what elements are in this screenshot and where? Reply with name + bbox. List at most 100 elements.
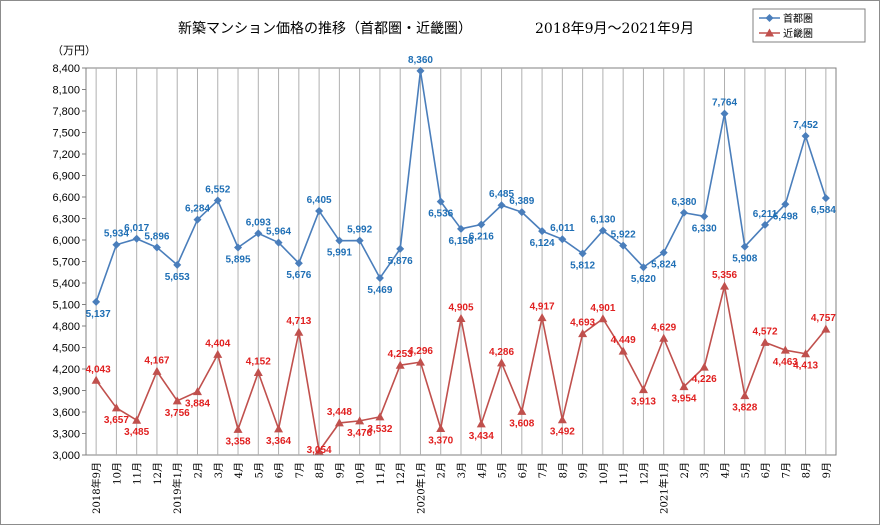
x-tick-label: 3月 [456, 462, 468, 478]
x-axis-ticks: 2018年9月 10月 11月 12月 2019年1月 2月 3月 4月 5月 6月 7月 8月 9月 1… [90, 462, 833, 514]
data-label-shutoken: 5,653 [165, 272, 190, 283]
x-tick-label: 10月 [111, 462, 123, 485]
data-point-kinki [578, 329, 588, 338]
y-tick-label: 7,200 [52, 149, 80, 161]
data-point-shutoken [234, 243, 243, 252]
data-point-kinki [213, 349, 223, 358]
data-point-kinki [294, 327, 304, 336]
x-tick-label: 6月 [760, 462, 772, 478]
data-label-kinki: 3,828 [732, 403, 757, 414]
legend-triangle-icon [765, 28, 774, 37]
data-label-shutoken: 5,991 [327, 248, 352, 259]
data-point-kinki [557, 415, 567, 424]
data-label-shutoken: 6,216 [469, 232, 494, 243]
data-label-shutoken: 6,389 [509, 196, 534, 207]
data-label-kinki: 4,905 [448, 302, 473, 313]
data-point-kinki [517, 406, 527, 415]
data-point-kinki [618, 346, 628, 355]
data-label-kinki: 4,226 [692, 374, 717, 385]
data-label-shutoken: 7,452 [793, 120, 818, 131]
data-point-kinki [699, 362, 709, 371]
x-tick-label: 2月 [679, 462, 691, 478]
data-point-kinki [497, 358, 507, 367]
data-label-shutoken: 6,380 [671, 197, 696, 208]
data-point-shutoken [659, 248, 668, 257]
x-tick-label: 7月 [780, 462, 792, 478]
data-label-kinki: 3,756 [165, 408, 190, 419]
legend-label-kinki: 近畿圏 [783, 27, 813, 40]
x-tick-label: 4月 [720, 462, 732, 478]
data-point-shutoken [558, 235, 567, 244]
data-point-kinki [132, 415, 142, 424]
data-point-kinki [334, 418, 344, 427]
y-tick-label: 3,300 [52, 429, 80, 441]
x-tick-label: 4月 [476, 462, 488, 478]
data-label-kinki: 3,913 [631, 397, 656, 408]
data-point-shutoken [497, 201, 506, 210]
data-point-shutoken [92, 297, 101, 306]
data-point-kinki [598, 314, 608, 323]
y-tick-label: 6,000 [52, 235, 80, 247]
data-point-kinki [355, 416, 365, 425]
y-tick-label: 3,900 [52, 386, 80, 398]
data-label-shutoken: 6,093 [246, 217, 271, 228]
data-point-kinki [274, 424, 284, 433]
data-label-kinki: 4,043 [86, 364, 111, 375]
data-label-shutoken: 6,536 [428, 209, 453, 220]
data-label-shutoken: 6,330 [692, 223, 717, 234]
data-label-kinki: 4,167 [144, 355, 169, 366]
data-point-kinki [436, 423, 446, 432]
data-label-shutoken: 6,584 [811, 205, 836, 216]
data-label-kinki: 4,917 [530, 302, 555, 313]
data-label-shutoken: 6,211 [753, 209, 778, 220]
chart-title: 新築マンション価格の推移（首都圏・近畿圏） [178, 21, 472, 37]
x-tick-label: 2月 [192, 462, 204, 478]
data-point-shutoken [173, 260, 182, 269]
data-label-shutoken: 6,284 [185, 204, 210, 215]
data-point-shutoken [720, 109, 729, 118]
x-tick-label: 5月 [497, 462, 509, 478]
x-tick-label: 12月 [638, 462, 650, 485]
data-point-shutoken [619, 241, 628, 250]
data-label-shutoken: 5,895 [226, 255, 251, 266]
x-tick-label: 11月 [132, 462, 144, 485]
data-label-kinki: 4,463 [773, 357, 798, 368]
chart-period: 2018年9月～2021年9月 [535, 21, 694, 37]
data-label-kinki: 4,757 [811, 313, 836, 324]
x-tick-label: 5月 [740, 462, 752, 478]
x-tick-label: 2月 [436, 462, 448, 478]
data-point-kinki [314, 446, 324, 455]
data-label-kinki: 3,358 [226, 436, 251, 447]
data-point-shutoken [152, 243, 161, 252]
data-point-kinki [740, 391, 750, 400]
data-point-shutoken [396, 244, 405, 253]
data-point-kinki [659, 333, 669, 342]
data-label-shutoken: 6,011 [550, 223, 575, 234]
data-point-shutoken [679, 208, 688, 217]
data-point-shutoken [781, 200, 790, 209]
data-label-kinki: 4,572 [753, 326, 778, 337]
data-point-shutoken [193, 215, 202, 224]
data-point-kinki [415, 357, 425, 366]
data-point-shutoken [457, 224, 465, 233]
data-label-shutoken: 6,124 [530, 238, 555, 249]
series-layer [91, 66, 831, 455]
x-tick-label: 8月 [314, 462, 326, 478]
data-point-shutoken [598, 226, 607, 235]
data-label-kinki: 3,434 [469, 431, 494, 442]
data-point-shutoken [254, 229, 263, 238]
data-label-kinki: 3,364 [266, 436, 291, 447]
data-label-kinki: 3,884 [185, 399, 210, 410]
data-label-shutoken: 5,676 [286, 270, 311, 281]
data-point-shutoken [355, 236, 364, 245]
data-point-shutoken [335, 236, 344, 245]
data-point-shutoken [132, 234, 141, 243]
x-tick-label: 2020年1月 [414, 462, 427, 514]
data-label-shutoken: 5,824 [651, 260, 676, 271]
data-label-kinki: 4,693 [570, 318, 595, 329]
data-label-kinki: 3,608 [509, 418, 534, 429]
data-label-shutoken: 5,876 [388, 256, 413, 267]
data-point-shutoken [538, 227, 547, 236]
x-tick-label: 4月 [233, 462, 245, 478]
